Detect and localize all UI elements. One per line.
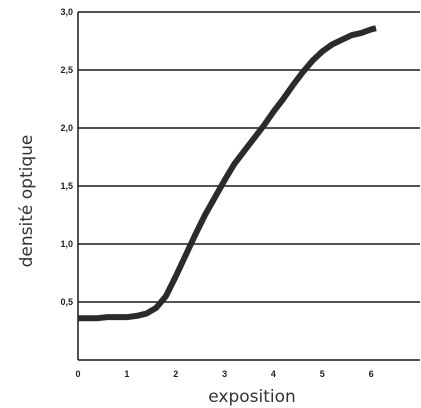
- series-line: [78, 25, 377, 322]
- y-tick-label: 2,0: [60, 123, 73, 133]
- x-tick-label: 5: [320, 369, 325, 379]
- x-tick-labels: 0 1 2 3 4 5 6: [75, 369, 373, 379]
- y-tick-labels: 0,5 1,0 1,5 2,0 2,5 3,0: [60, 7, 73, 307]
- gridlines: [78, 11, 420, 303]
- x-tick-label: 4: [271, 369, 276, 379]
- x-tick-label: 0: [75, 369, 80, 379]
- y-axis-title: densité optique: [17, 135, 37, 268]
- y-tick-label: 0,5: [60, 297, 73, 307]
- x-tick-label: 2: [173, 369, 178, 379]
- y-tick-label: 1,0: [60, 239, 73, 249]
- y-tick-label: 1,5: [60, 181, 73, 191]
- x-tick-label: 1: [124, 369, 129, 379]
- x-tick-label: 6: [369, 369, 374, 379]
- x-axis-title: exposition: [208, 387, 296, 407]
- y-tick-label: 3,0: [60, 7, 73, 17]
- x-tick-label: 3: [222, 369, 227, 379]
- y-tick-label: 2,5: [60, 65, 73, 75]
